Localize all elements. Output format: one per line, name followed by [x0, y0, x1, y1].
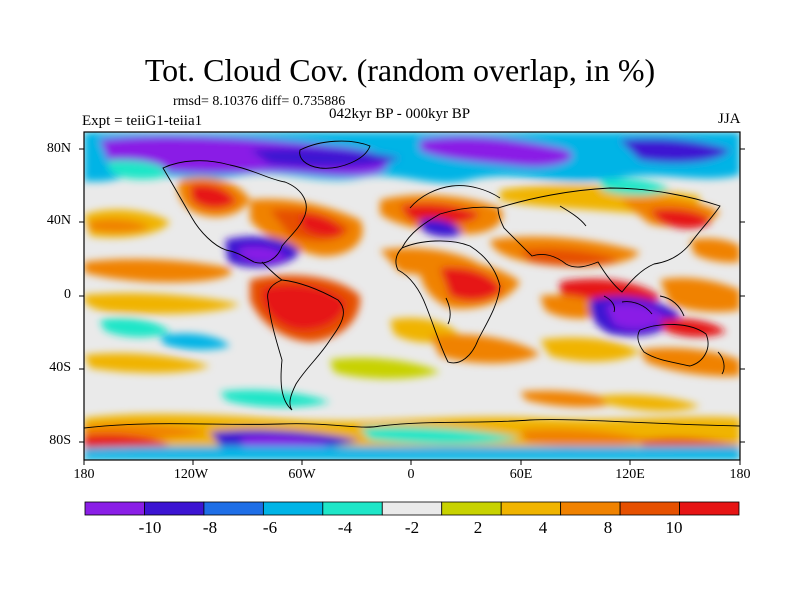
lon-label-120w: 120W [173, 467, 209, 482]
colorbar-label: -6 [262, 518, 278, 537]
axis-ticks [79, 148, 745, 465]
colorbar-swatch [500, 501, 562, 516]
colorbar-swatch [262, 501, 324, 516]
colorbar [84, 501, 740, 516]
experiment-label: Expt = teiiG1-teiia1 [82, 113, 203, 129]
lat-label-80s: 80S [49, 433, 71, 448]
colorbar-swatch [144, 501, 205, 516]
time-period-label: 042kyr BP - 000kyr BP [329, 106, 471, 122]
rmsd-diff-stats: rmsd= 8.10376 diff= 0.735886 [173, 94, 346, 109]
colorbar-label: -4 [337, 518, 353, 537]
coastlines [84, 140, 740, 429]
lat-label-40n: 40N [46, 213, 71, 228]
colorbar-label: 2 [473, 518, 483, 537]
lat-label-40s: 40S [49, 360, 71, 375]
colorbar-swatch [322, 501, 383, 516]
lon-label-0: 0 [407, 467, 415, 482]
season-label: JJA [718, 111, 741, 127]
cloud-anomaly-field [84, 132, 740, 460]
colorbar-swatch [619, 501, 680, 516]
colorbar-swatch [441, 501, 502, 516]
colorbar-label: -8 [202, 518, 218, 537]
lon-label-180w: 180 [73, 467, 95, 482]
lon-label-60w: 60W [288, 467, 316, 482]
colorbar-label: 10 [665, 518, 683, 537]
colorbar-label: 8 [603, 518, 613, 537]
colorbar-label: -10 [138, 518, 162, 537]
lon-label-180e: 180 [729, 467, 751, 482]
lat-label-0: 0 [64, 287, 71, 302]
colorbar-swatch [560, 501, 621, 516]
colorbar-swatch [203, 501, 264, 516]
colorbar-swatch [381, 501, 443, 516]
lat-label-80n: 80N [46, 141, 71, 156]
colorbar-label: 4 [538, 518, 548, 537]
lon-label-120e: 120E [615, 467, 645, 482]
map-title: Tot. Cloud Cov. (random overlap, in %) [144, 52, 656, 88]
colorbar-swatch [679, 501, 740, 516]
colorbar-label: -2 [404, 518, 420, 537]
colorbar-swatch [84, 501, 145, 516]
lon-label-60e: 60E [509, 467, 533, 482]
